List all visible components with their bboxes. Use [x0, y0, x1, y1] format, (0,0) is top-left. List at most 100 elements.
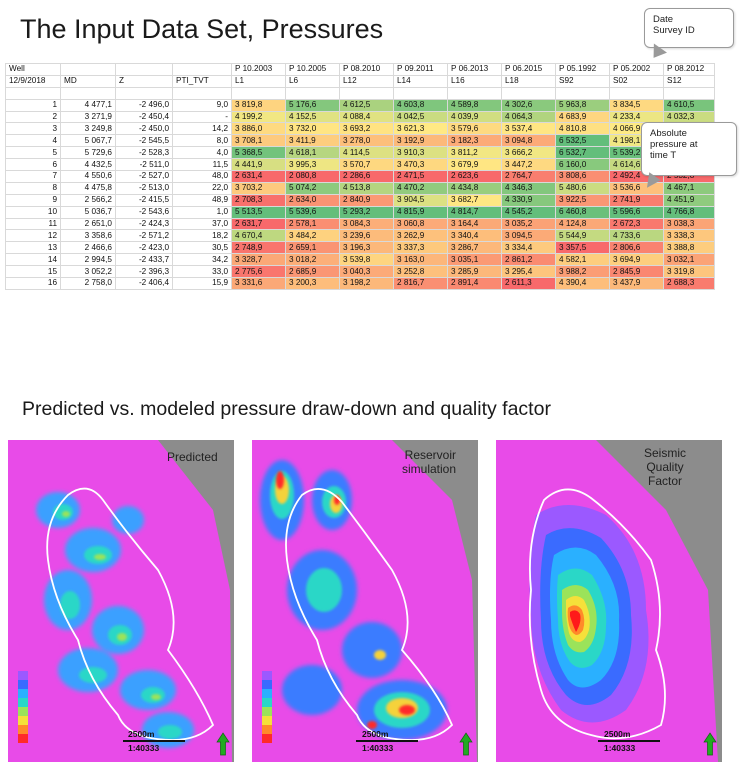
pressure-cell: 4 810,8 [555, 122, 610, 136]
header-cell: P 10.2003 [231, 63, 286, 76]
well-id-cell: 3 [5, 122, 61, 136]
map-label-line: Reservoir [404, 448, 457, 462]
pressure-table: Well P 10.2003 P 10.2005 P 08.2010 P 09.2011… [5, 63, 715, 290]
pressure-cell: 4 346,3 [501, 181, 556, 195]
header-row: 12/9/2018 MD Z PTI_TVT L1 L6 L12 L14 L16 L18 S92 S0… [5, 74, 715, 88]
pressure-cell: 4 733,6 [609, 229, 664, 243]
z-cell: -2 406,4 [115, 277, 173, 290]
pressure-cell: 3 703,2 [231, 181, 286, 195]
pressure-cell: 2 634,0 [285, 193, 340, 207]
north-arrow-icon [703, 732, 717, 756]
scale-ratio: 1:40333 [128, 743, 160, 753]
header-cell: P 06.2015 [501, 63, 556, 76]
pressure-cell: 3 579,6 [447, 122, 502, 136]
pressure-cell: 3 682,7 [447, 193, 502, 207]
pressure-cell: 3 337,3 [393, 241, 448, 255]
empty-cell [231, 86, 286, 100]
map-label-line: Quality [646, 460, 684, 474]
pressure-cell: 3 094,8 [501, 134, 556, 148]
header-cell: 12/9/2018 [5, 74, 61, 88]
pressure-cell: 3 084,3 [339, 217, 394, 231]
z-cell: -2 511,0 [115, 158, 173, 172]
md-cell: 3 271,9 [60, 110, 116, 124]
pressure-cell: 4 330,9 [501, 193, 556, 207]
pressure-cell: 3 340,4 [447, 229, 502, 243]
md-cell: 3 358,6 [60, 229, 116, 243]
pressure-cell: 2 840,9 [339, 193, 394, 207]
header-cell: L1 [231, 74, 286, 88]
pressure-cell: 4 064,3 [501, 110, 556, 124]
md-cell: 2 758,0 [60, 277, 116, 290]
pressure-cell: 4 582,1 [555, 253, 610, 267]
pressure-cell: 5 480,6 [555, 181, 610, 195]
pti-cell: 4,0 [172, 146, 232, 160]
pressure-cell: 6 532,5 [555, 134, 610, 148]
md-cell: 2 466,6 [60, 241, 116, 255]
header-cell: L14 [393, 74, 448, 88]
map-label-line: Seismic [644, 446, 687, 460]
pressure-cell: 4 042,5 [393, 110, 448, 124]
header-cell: P 05.2002 [609, 63, 664, 76]
well-id-cell: 7 [5, 170, 61, 183]
header-cell: Well [5, 63, 61, 76]
header-cell: P 09.2011 [393, 63, 448, 76]
pressure-cell: 3 437,9 [609, 277, 664, 290]
table-row: 12 3 358,6 -2 571,2 18,2 4 670,4 3 484,2 3 239… [5, 229, 715, 243]
table-row: 11 2 651,0 -2 424,3 37,0 2 631,7 2 578,1 3 084… [5, 217, 715, 231]
empty-cell [5, 86, 61, 100]
pressure-cell: 2 688,3 [663, 277, 715, 290]
pressure-cell: 3 295,4 [501, 265, 556, 279]
pressure-cell: 2 631,4 [231, 170, 286, 183]
md-cell: 3 249,8 [60, 122, 116, 136]
empty-cell [115, 86, 173, 100]
date-survey-callout: Date Survey ID [644, 8, 734, 63]
pressure-cell: 4 513,8 [339, 181, 394, 195]
pressure-cell: 4 434,8 [447, 181, 502, 195]
well-id-cell: 10 [5, 205, 61, 219]
pressure-cell: 3 286,7 [447, 241, 502, 255]
md-cell: 5 036,7 [60, 205, 116, 219]
pressure-cell: 5 368,5 [231, 146, 286, 160]
header-cell: S02 [609, 74, 664, 88]
scale-distance: 2500m [604, 729, 631, 739]
seismic-map-image [496, 440, 722, 762]
pressure-cell: 3 200,3 [285, 277, 340, 290]
pressure-cell: 2 891,4 [447, 277, 502, 290]
empty-cell [555, 86, 610, 100]
pressure-cell: 5 544,9 [555, 229, 610, 243]
well-id-cell: 12 [5, 229, 61, 243]
pti-cell: 15,9 [172, 277, 232, 290]
header-cell: P 08.2010 [339, 63, 394, 76]
pressure-cell: 4 088,4 [339, 110, 394, 124]
well-id-cell: 11 [5, 217, 61, 231]
pressure-cell: 3 537,4 [501, 122, 556, 136]
header-cell [172, 63, 232, 76]
header-row: Well P 10.2003 P 10.2005 P 08.2010 P 09.2011… [5, 63, 715, 76]
pressure-cell: 4 766,8 [663, 205, 715, 219]
reservoir-map-panel: Reservoir simulation 2500m 1:40333 [252, 440, 478, 762]
pti-cell: 18,2 [172, 229, 232, 243]
pressure-cell: 3 278,0 [339, 134, 394, 148]
pressure-cell: 4 124,8 [555, 217, 610, 231]
scale-distance: 2500m [362, 729, 389, 739]
callout-line: Survey ID [653, 25, 695, 36]
north-arrow-icon [459, 732, 473, 756]
pressure-cell: 3 666,2 [501, 146, 556, 160]
pressure-cell: 2 080,8 [285, 170, 340, 183]
pressure-cell: 3 811,2 [447, 146, 502, 160]
pressure-cell: 2 672,3 [609, 217, 664, 231]
pressure-cell: 3 388,8 [663, 241, 715, 255]
z-cell: -2 513,0 [115, 181, 173, 195]
pressure-cell: 3 693,2 [339, 122, 394, 136]
pressure-cell: 3 922,5 [555, 193, 610, 207]
pressure-cell: 2 816,7 [393, 277, 448, 290]
absolute-pressure-callout: Absolute pressure at time T [641, 122, 737, 192]
pressure-cell: 3 328,7 [231, 253, 286, 267]
map-label-line: simulation [402, 462, 457, 476]
pressure-cell: 3 252,8 [393, 265, 448, 279]
pressure-cell: 3 035,2 [501, 217, 556, 231]
pressure-cell: 3 484,2 [285, 229, 340, 243]
pressure-cell: 5 293,2 [339, 205, 394, 219]
